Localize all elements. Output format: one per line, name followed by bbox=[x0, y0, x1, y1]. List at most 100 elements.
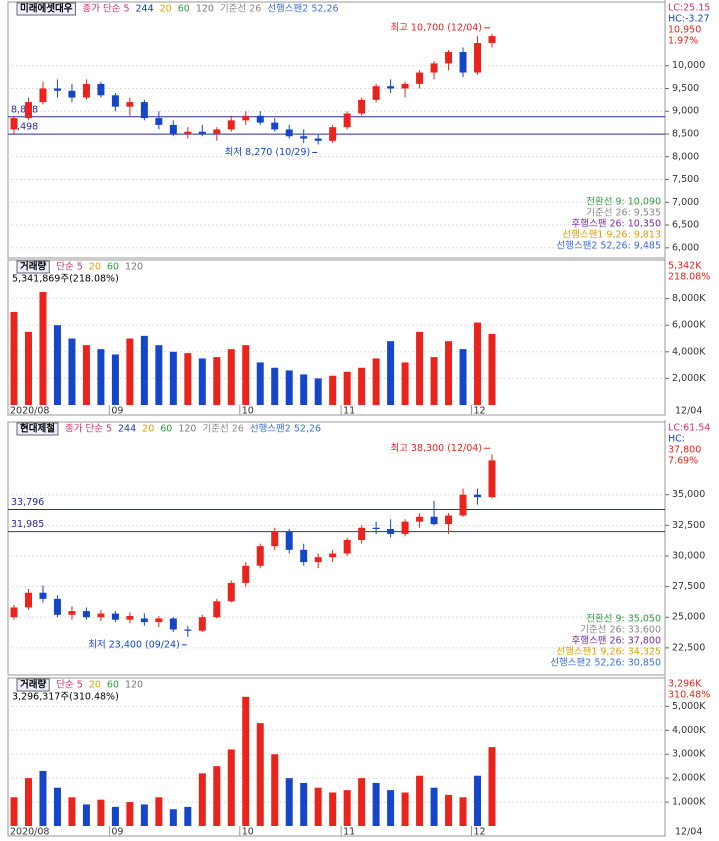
volume-header: 3,296,317주(310.48%) bbox=[12, 692, 119, 703]
indicator-info: 전환선 9: 10,090 bbox=[586, 196, 661, 208]
y-tick-label: 6,500 bbox=[672, 220, 699, 231]
candle-body bbox=[126, 102, 134, 107]
candle-body bbox=[111, 613, 119, 620]
candle-body bbox=[488, 36, 496, 43]
candle-body bbox=[445, 52, 453, 64]
volume-bar bbox=[140, 335, 148, 405]
legend-entry: 120 bbox=[196, 4, 214, 15]
legend-entry: 기준선 26 bbox=[220, 4, 261, 15]
candle-body bbox=[474, 494, 482, 498]
side-label: 218.08% bbox=[668, 272, 710, 283]
volume-bar bbox=[82, 804, 90, 826]
side-label: 1.97% bbox=[668, 36, 698, 47]
y-tick-label: 9,000 bbox=[672, 106, 699, 117]
candle-body bbox=[213, 129, 221, 134]
y-tick-label: 32,500 bbox=[672, 520, 705, 531]
y-tick-label: 10,000 bbox=[672, 60, 705, 71]
candle-body bbox=[372, 86, 380, 100]
candle-body bbox=[213, 601, 221, 618]
y-tick-label: 5,000K bbox=[672, 701, 706, 712]
candle-body bbox=[256, 546, 264, 566]
y-tick-label: 3,000K bbox=[672, 749, 706, 760]
volume-bar bbox=[97, 349, 105, 405]
volume-bar bbox=[198, 773, 206, 826]
y-tick-label: 30,000 bbox=[672, 550, 705, 561]
candle-body bbox=[126, 616, 134, 620]
y-tick-label: 7,500 bbox=[672, 174, 699, 185]
indicator-info: 후행스팬 26: 37,800 bbox=[571, 635, 661, 647]
candle-body bbox=[24, 592, 32, 608]
volume-bar bbox=[155, 345, 163, 405]
volume-bar bbox=[300, 782, 308, 826]
side-label: 3,296K bbox=[668, 679, 702, 690]
volume-bar bbox=[39, 770, 47, 826]
candle-body bbox=[140, 102, 148, 119]
candle-body bbox=[68, 611, 76, 615]
x-tick-label: 2020/08 bbox=[10, 406, 49, 417]
volume-bar bbox=[53, 787, 61, 826]
volume-bar bbox=[10, 797, 18, 826]
volume-bar bbox=[111, 806, 119, 826]
volume-bar bbox=[126, 338, 134, 405]
volume-bar bbox=[372, 782, 380, 826]
candle-body bbox=[416, 72, 424, 84]
volume-header: 5,341,869주(218.08%) bbox=[12, 274, 119, 285]
side-label: 7.69% bbox=[668, 456, 698, 467]
legend-entry: 기준선 26 bbox=[202, 424, 243, 435]
candle-body bbox=[488, 460, 496, 498]
side-label: 37,800 bbox=[668, 445, 701, 456]
volume-bar bbox=[24, 778, 32, 826]
indicator-info: 선행스팬1 9,26: 9,813 bbox=[562, 229, 661, 241]
x-tick-label: 2020/08 bbox=[10, 827, 49, 838]
y-tick-label: 25,000 bbox=[672, 612, 705, 623]
candle-body bbox=[10, 607, 18, 618]
candle-body bbox=[169, 124, 177, 134]
title-box bbox=[16, 678, 50, 692]
candle-body bbox=[227, 582, 235, 602]
indicator-info: 후행스팬 26: 10,350 bbox=[571, 218, 661, 230]
legend-entry: 60 bbox=[107, 262, 119, 273]
volume-bar bbox=[155, 797, 163, 826]
legend-entry: 20 bbox=[142, 424, 154, 435]
x-end-label: 12/04 bbox=[675, 827, 702, 838]
candle-body bbox=[97, 613, 105, 618]
candle-body bbox=[459, 52, 467, 73]
volume-bar bbox=[474, 322, 482, 405]
title-box bbox=[16, 422, 59, 436]
y-tick-label: 6,000K bbox=[672, 320, 706, 331]
candle-body bbox=[401, 521, 409, 534]
volume-bar bbox=[140, 804, 148, 826]
panel-title: 거래량 bbox=[20, 679, 46, 691]
level-label: 8,878 bbox=[11, 104, 38, 115]
candle-body bbox=[198, 131, 206, 134]
high-annotation: 최고 38,300 (12/04) bbox=[390, 443, 482, 454]
volume-bar bbox=[184, 353, 192, 405]
legend-entry: 120 bbox=[178, 424, 196, 435]
candle-body bbox=[300, 136, 308, 139]
legend-entry: 244 bbox=[118, 424, 136, 435]
y-tick-label: 6,000 bbox=[672, 242, 699, 253]
level-label: 33,796 bbox=[11, 497, 44, 508]
side-label: 310.48% bbox=[668, 690, 710, 701]
volume-bar bbox=[300, 374, 308, 405]
candle-body bbox=[459, 494, 467, 516]
volume-bar bbox=[329, 375, 337, 405]
level-label: 8,498 bbox=[11, 122, 38, 133]
panel-title: 현대제철 bbox=[20, 423, 55, 435]
candle-body bbox=[300, 549, 308, 563]
volume-bar bbox=[488, 333, 496, 405]
volume-bar bbox=[39, 291, 47, 405]
y-tick-label: 7,000 bbox=[672, 197, 699, 208]
candle-body bbox=[39, 88, 47, 103]
y-tick-label: 8,500 bbox=[672, 128, 699, 139]
volume-bar bbox=[68, 338, 76, 405]
indicator-info: 선행스팬2 52,26: 30,850 bbox=[550, 657, 661, 669]
x-tick-label: 10 bbox=[242, 827, 254, 838]
volume-bar bbox=[314, 787, 322, 826]
volume-bar bbox=[358, 367, 366, 405]
panel-title: 미래에셋대우 bbox=[20, 3, 73, 15]
y-tick-label: 4,000K bbox=[672, 346, 706, 357]
volume-bar bbox=[401, 362, 409, 405]
indicator-info: 선행스팬2 52,26: 9,485 bbox=[556, 240, 661, 252]
